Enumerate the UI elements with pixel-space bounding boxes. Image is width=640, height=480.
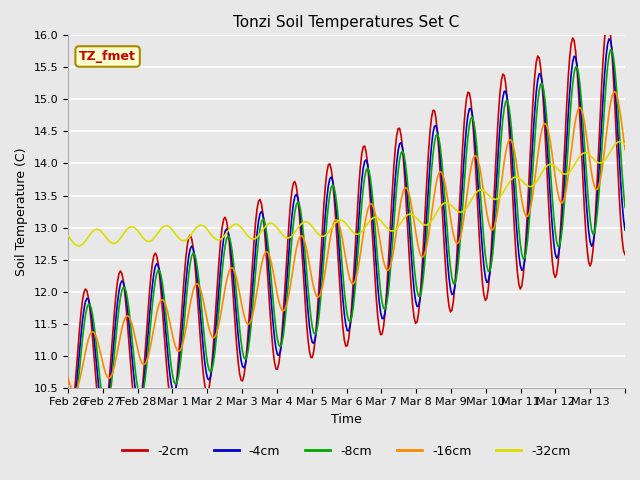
Title: Tonzi Soil Temperatures Set C: Tonzi Soil Temperatures Set C xyxy=(234,15,460,30)
Y-axis label: Soil Temperature (C): Soil Temperature (C) xyxy=(15,147,28,276)
Text: TZ_fmet: TZ_fmet xyxy=(79,50,136,63)
Legend: -2cm, -4cm, -8cm, -16cm, -32cm: -2cm, -4cm, -8cm, -16cm, -32cm xyxy=(117,440,576,463)
X-axis label: Time: Time xyxy=(331,413,362,426)
